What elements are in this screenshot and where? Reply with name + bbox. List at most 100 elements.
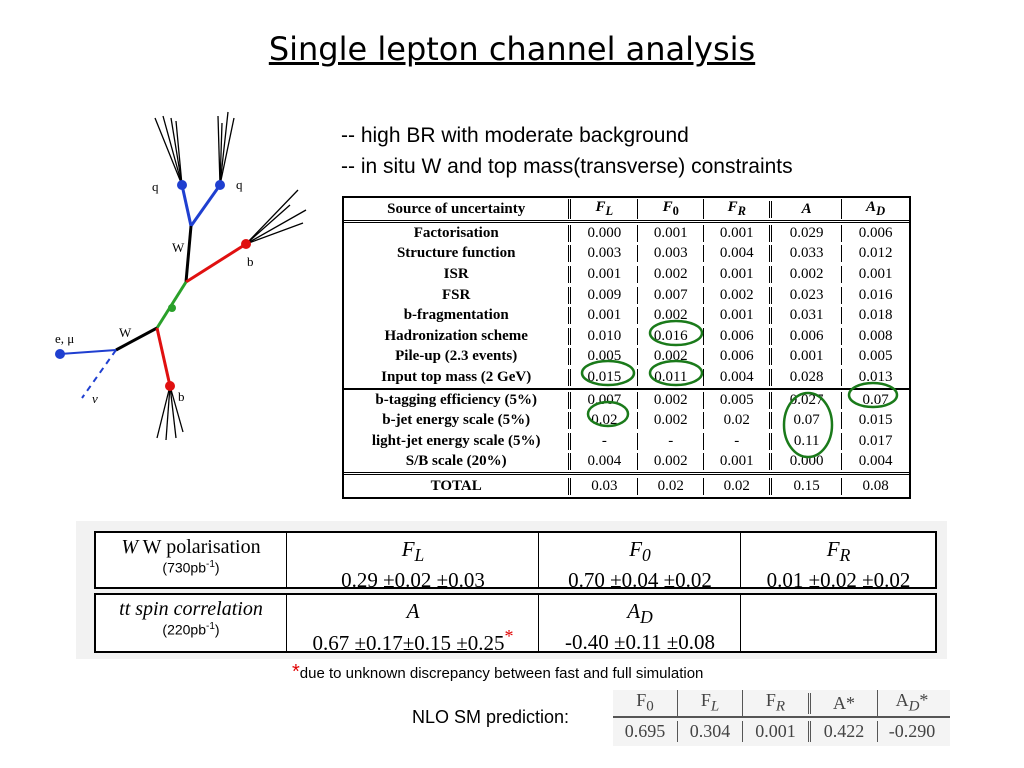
table-cell: 0.012 xyxy=(841,245,909,263)
row-label: ISR xyxy=(443,265,469,282)
event-topology-diagram: q q W b e, μ W ν b xyxy=(55,111,307,441)
fr-cell: FR 0.01 ±0.02 ±0.02 xyxy=(740,533,936,592)
column-header: FR xyxy=(703,199,769,219)
table-cell: 0.006 xyxy=(703,327,769,345)
w-polarisation-table: W W polarisation (730pb-1) FL 0.29 ±0.02… xyxy=(94,531,937,592)
table-cell: - xyxy=(637,432,703,450)
table-cell: 0.015 xyxy=(568,368,637,386)
table-cell: -0.290 xyxy=(877,720,946,742)
table-cell: 0.031 xyxy=(769,307,841,325)
row-label: S/B scale (20%) xyxy=(405,453,507,470)
b-quark-label: b xyxy=(247,254,254,269)
table-cell: 0.304 xyxy=(677,720,742,742)
table-cell: 0.004 xyxy=(703,368,769,386)
highlight-circle xyxy=(648,359,704,387)
table-row: Pile-up (2.3 events) 0.005 0.002 0.006 0.001… xyxy=(344,347,909,368)
table-row: FSR 0.009 0.007 0.002 0.023 0.016 xyxy=(344,285,909,306)
bullet-item: -- high BR with moderate background xyxy=(341,124,689,147)
table-cell: - xyxy=(568,432,637,450)
table-cell: 0.001 xyxy=(637,224,703,242)
w-boson-label: W xyxy=(172,240,185,255)
a-value: 0.67 ±0.17±0.15 ±0.25 xyxy=(312,631,505,655)
table-cell: 0.02 xyxy=(703,412,769,430)
table-cell: 0.028 xyxy=(769,368,841,386)
quark-label: q xyxy=(236,177,243,192)
table-cell: 0.002 xyxy=(637,307,703,325)
w-polarisation-label: W polarisation xyxy=(142,536,261,558)
row-label: Factorisation xyxy=(413,224,499,241)
table-cell: 0.006 xyxy=(841,224,909,242)
highlight-circle xyxy=(586,400,630,428)
table-row: ISR 0.001 0.002 0.001 0.002 0.001 xyxy=(344,264,909,285)
column-header: F0 xyxy=(637,199,703,219)
highlight-circle xyxy=(847,381,899,409)
empty-cell xyxy=(740,595,936,651)
table-cell: 0.002 xyxy=(769,265,841,283)
table-cell: 0.003 xyxy=(568,245,637,263)
table-cell: 0.001 xyxy=(568,307,637,325)
table-cell: 0.001 xyxy=(703,265,769,283)
table-row: Input top mass (2 GeV) 0.015 0.011 0.004 0.0… xyxy=(344,367,909,388)
table-cell: 0.15 xyxy=(769,477,841,495)
row-label-cell: tt spin correlation (220pb-1) xyxy=(119,598,263,638)
bullet-item: -- in situ W and top mass(transverse) co… xyxy=(341,155,793,178)
table-row: Factorisation 0.000 0.001 0.001 0.029 0.006 xyxy=(344,223,909,244)
asterisk-marker: * xyxy=(504,626,514,646)
table-cell: 0.03 xyxy=(568,477,637,495)
table-cell: 0.000 xyxy=(769,453,841,471)
table-cell: 0.010 xyxy=(568,327,637,345)
results-panel: W W polarisation (730pb-1) FL 0.29 ±0.02… xyxy=(76,521,947,659)
row-label-cell: W W polarisation (730pb-1) xyxy=(121,536,261,576)
table-cell: 0.018 xyxy=(841,307,909,325)
quark-label: q xyxy=(152,179,159,194)
table-cell: 0.015 xyxy=(841,412,909,430)
table-cell: 0.001 xyxy=(769,348,841,366)
table-row: b-fragmentation 0.001 0.002 0.001 0.031 0.018 xyxy=(344,305,909,326)
row-label: b-jet energy scale (5%) xyxy=(382,412,531,429)
highlight-circle xyxy=(648,319,704,347)
table-cell: TOTAL xyxy=(430,477,482,494)
column-header: Source of uncertainty xyxy=(387,200,526,217)
table-cell: 0.001 xyxy=(703,453,769,471)
highlight-circle xyxy=(580,359,636,387)
nlo-prediction-table: F0 FL FR A* AD* 0.695 0.304 0.001 0.422 … xyxy=(613,690,950,746)
nlo-label: NLO SM prediction: xyxy=(412,707,570,727)
column-header: A* xyxy=(808,692,877,714)
neutrino-label: ν xyxy=(92,391,98,406)
table-row: light-jet energy scale (5%) - - -0.11 0.017 xyxy=(344,431,909,452)
table-cell: 0.023 xyxy=(769,286,841,304)
column-header: FR xyxy=(742,690,808,716)
table-cell: 0.11 xyxy=(769,432,841,450)
table-cell: 0.029 xyxy=(769,224,841,242)
table-body: Factorisation 0.000 0.001 0.001 0.029 0.006 St… xyxy=(344,223,909,472)
b-quark-label: b xyxy=(178,389,185,404)
row-label: b-fragmentation xyxy=(403,307,509,324)
table-cell: 0.011 xyxy=(637,368,703,386)
w-boson-label: W xyxy=(119,325,132,340)
row-label: b-tagging efficiency (5%) xyxy=(375,391,537,408)
row-label: Hadronization scheme xyxy=(384,327,528,344)
table-cell: 0.001 xyxy=(568,265,637,283)
row-label: Input top mass (2 GeV) xyxy=(381,368,532,385)
column-header: A xyxy=(769,200,841,218)
slide-title: Single lepton channel analysis xyxy=(268,30,756,68)
column-header: AD* xyxy=(877,690,946,716)
table-cell: - xyxy=(703,432,769,450)
table-row: b-jet energy scale (5%) 0.02 0.002 0.02 0.07… xyxy=(344,410,909,431)
nlo-value-row: 0.695 0.304 0.001 0.422 -0.290 xyxy=(613,716,950,744)
fl-cell: FL 0.29 ±0.02 ±0.03 xyxy=(286,533,539,592)
tt-spin-label: tt spin correlation xyxy=(119,598,263,620)
table-cell: 0.006 xyxy=(703,348,769,366)
table-cell: 0.695 xyxy=(624,720,666,741)
table-cell: 0.002 xyxy=(637,391,703,409)
table-cell: 0.003 xyxy=(637,245,703,263)
table-row: S/B scale (20%) 0.004 0.002 0.001 0.000 0.004 xyxy=(344,452,909,473)
row-label: Structure function xyxy=(396,245,516,262)
table-cell: 0.004 xyxy=(703,245,769,263)
nlo-header-row: F0 FL FR A* AD* xyxy=(613,690,950,716)
table-cell: 0.001 xyxy=(703,224,769,242)
footnote: *due to unknown discrepancy between fast… xyxy=(292,661,704,683)
table-cell: 0.006 xyxy=(769,327,841,345)
table-total-row: TOTAL 0.03 0.02 0.02 0.15 0.08 xyxy=(344,472,909,497)
